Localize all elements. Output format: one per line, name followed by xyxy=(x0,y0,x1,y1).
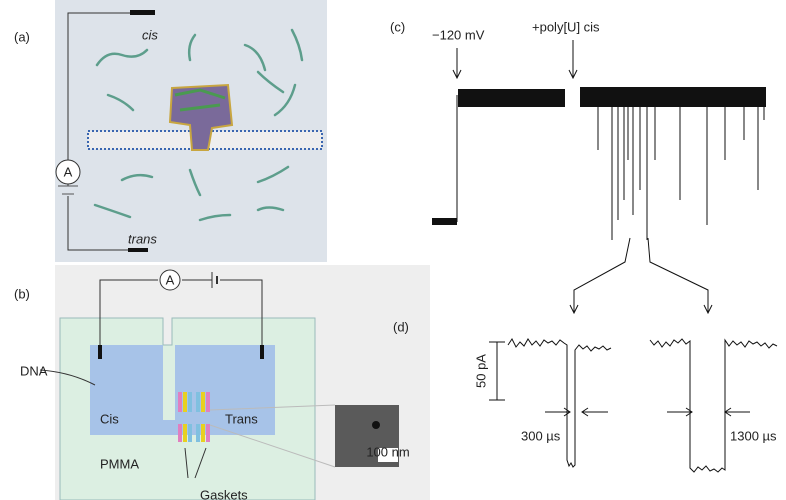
ammeter-label: A xyxy=(166,272,175,287)
current-scale-label: 50 pA xyxy=(473,354,488,388)
open-trace xyxy=(458,89,565,107)
panel-label: (b) xyxy=(14,286,30,301)
long-event-trace xyxy=(650,339,777,472)
dwell-short-label: 300 µs xyxy=(521,428,561,443)
cis-label: Cis xyxy=(100,411,119,426)
figure: A cis trans (a) A xyxy=(0,0,786,500)
block-events xyxy=(598,105,764,240)
trans-label: Trans xyxy=(225,411,258,426)
panel-a: A cis trans (a) xyxy=(14,0,327,262)
material-label: PMMA xyxy=(100,456,139,471)
nanopore xyxy=(372,421,380,429)
ammeter-label: A xyxy=(64,164,73,179)
panel-c: (c) −120 mV +poly[U] cis 50 pA 300 µs 13… xyxy=(390,19,777,472)
dwell-arrows xyxy=(667,408,750,416)
event-arrows xyxy=(453,40,577,78)
dwell-arrows xyxy=(545,408,608,416)
current-scale-bar xyxy=(489,342,505,400)
short-event-trace xyxy=(508,339,611,467)
gaskets-label: Gaskets xyxy=(200,487,248,500)
scale-label: 100 nm xyxy=(366,444,409,459)
electrode xyxy=(98,345,102,359)
panel-label: (c) xyxy=(390,19,405,34)
cis-label: cis xyxy=(142,27,158,42)
addition-label: +poly[U] cis xyxy=(532,19,600,34)
baseline-trace xyxy=(432,218,457,225)
voltage-label: −120 mV xyxy=(432,27,485,42)
trans-label: trans xyxy=(128,231,157,246)
channel xyxy=(163,392,175,420)
dwell-long-label: 1300 µs xyxy=(730,428,777,443)
electrode xyxy=(128,248,148,252)
electrode xyxy=(130,10,155,15)
open-trace xyxy=(580,87,766,107)
zoom-arrows xyxy=(570,238,712,313)
panel-label: (d) xyxy=(393,319,409,334)
dna-label: DNA xyxy=(20,363,48,378)
panel-label: (a) xyxy=(14,29,30,44)
electrode xyxy=(260,345,264,359)
